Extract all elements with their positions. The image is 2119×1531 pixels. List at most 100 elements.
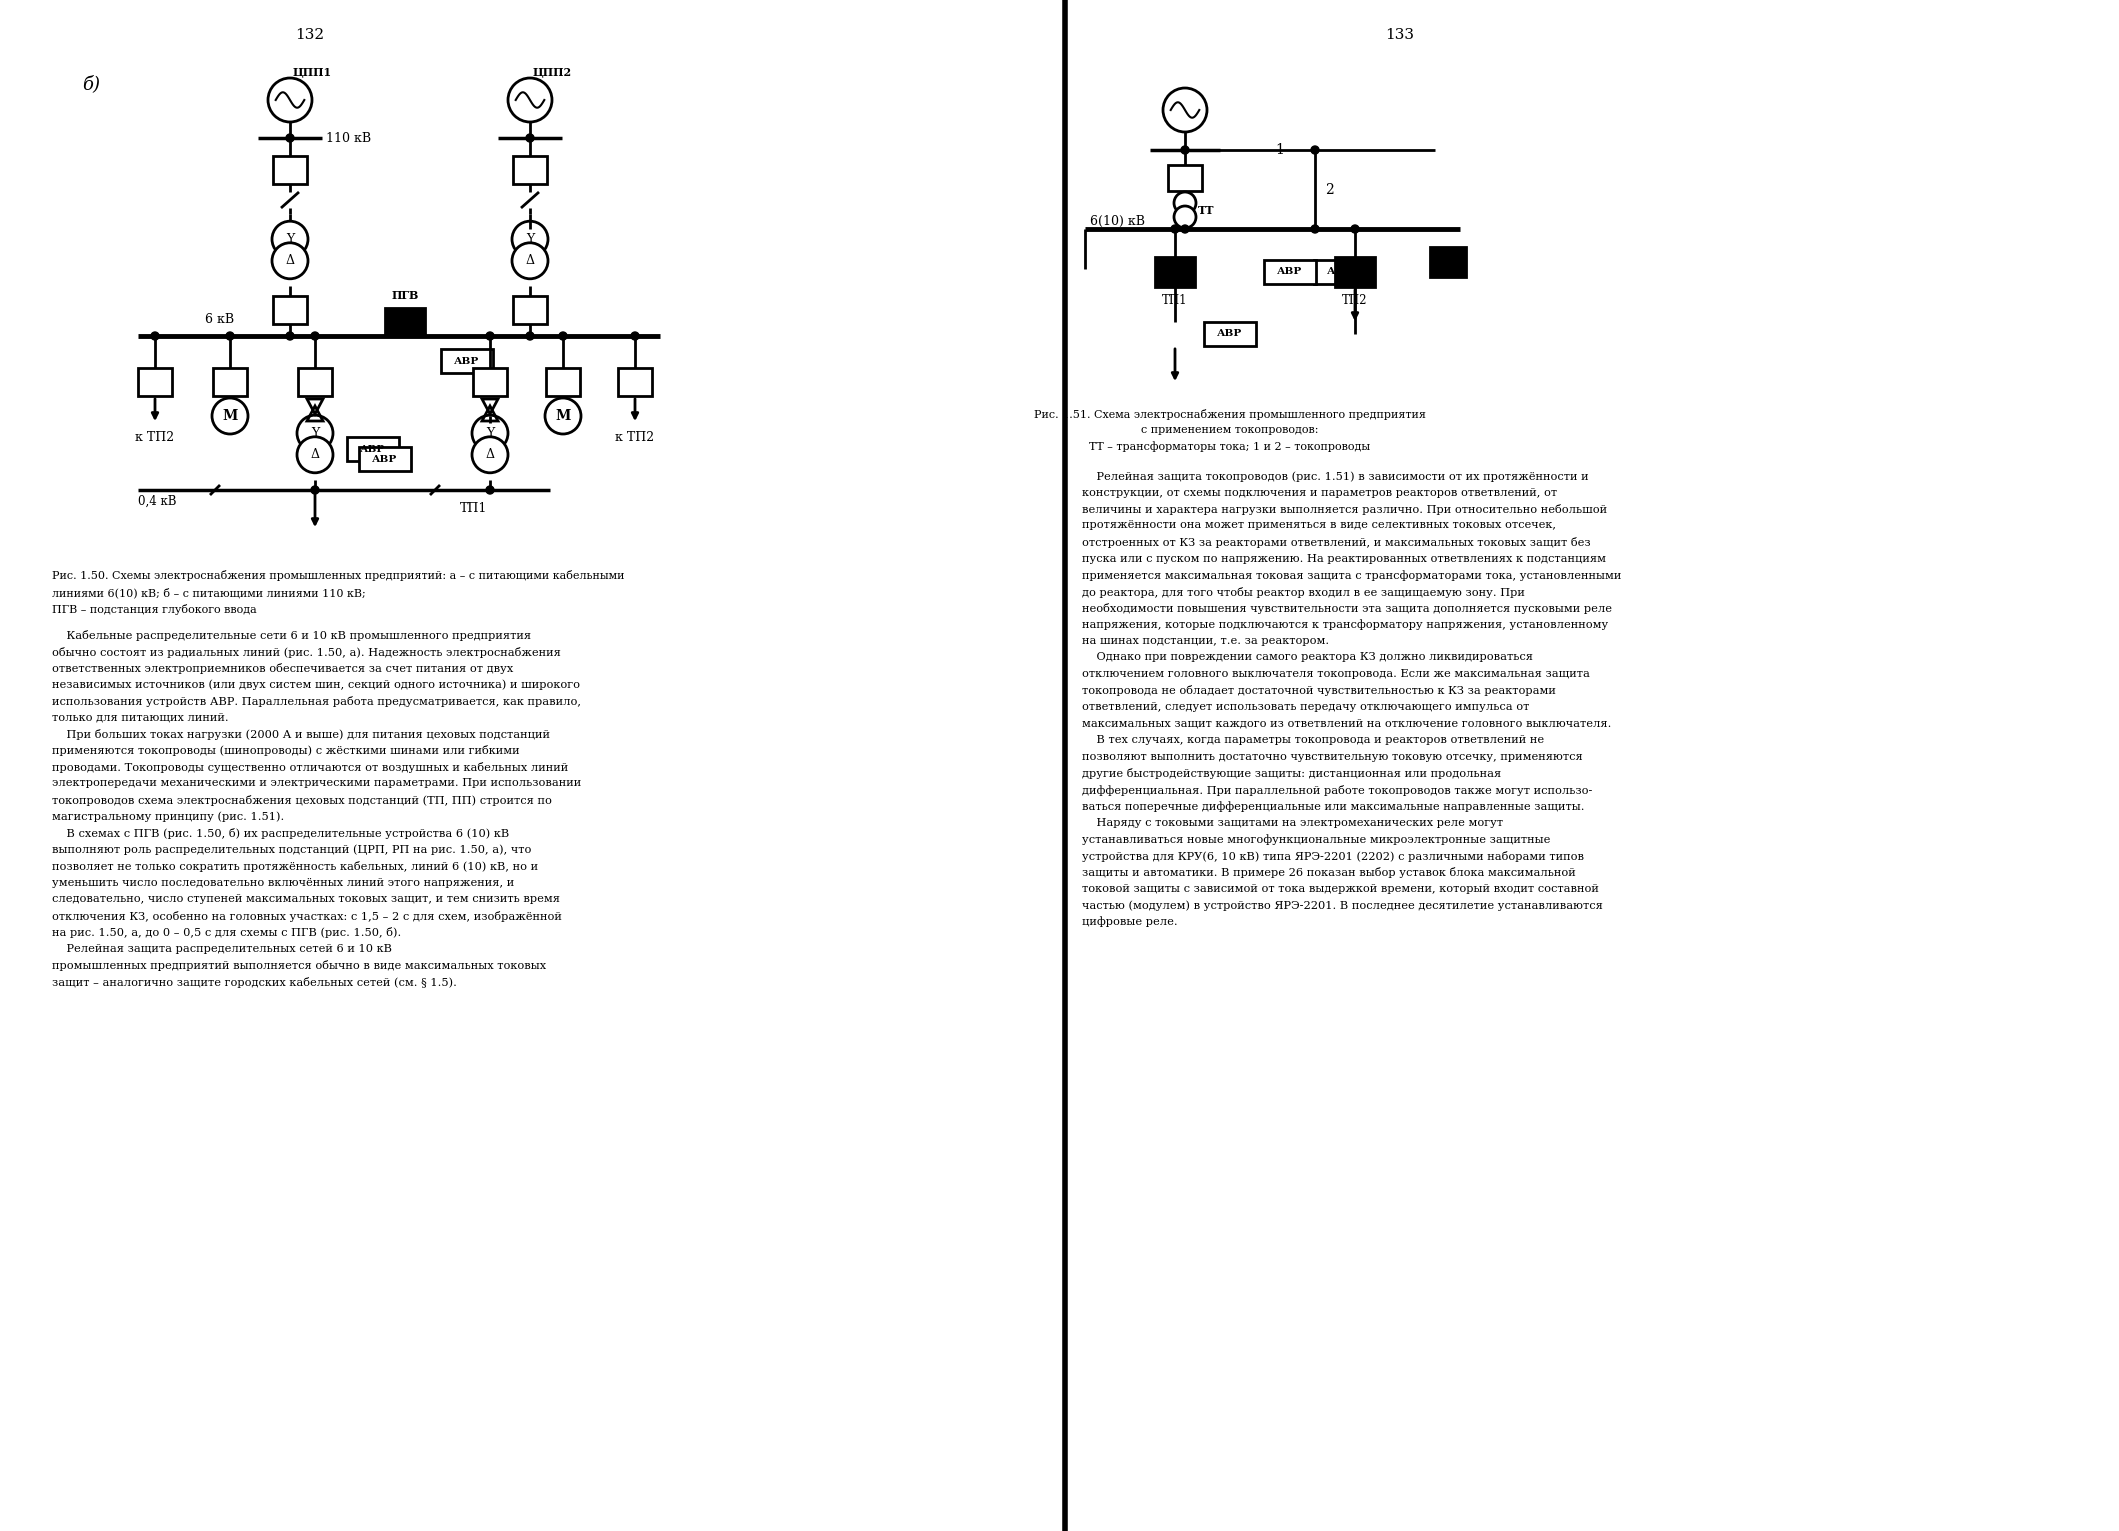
Text: В схемах с ПГВ (рис. 1.50, б) их распределительные устройства 6 (10) кВ: В схемах с ПГВ (рис. 1.50, б) их распред… [53,828,509,839]
Text: максимальных защит каждого из ответвлений на отключение головного выключателя.: максимальных защит каждого из ответвлени… [1083,718,1610,729]
Text: отстроенных от КЗ за реакторами ответвлений, и максимальных токовых защит без: отстроенных от КЗ за реакторами ответвле… [1083,537,1591,548]
Bar [1430,246,1466,277]
Bar [1265,260,1316,283]
Text: линиями 6(10) кВ; б – с питающими линиями 110 кВ;: линиями 6(10) кВ; б – с питающими линиям… [53,586,367,597]
Text: Y: Y [311,427,320,439]
Circle shape [286,332,295,340]
Circle shape [509,78,553,122]
Bar [1314,260,1367,283]
Text: к ТП2: к ТП2 [615,432,655,444]
Text: на рис. 1.50, а, до 0 – 0,5 с для схемы с ПГВ (рис. 1.50, б).: на рис. 1.50, а, до 0 – 0,5 с для схемы … [53,926,400,939]
Text: токопроводов схема электроснабжения цеховых подстанций (ТП, ПП) строится по: токопроводов схема электроснабжения цехо… [53,795,551,805]
Circle shape [526,332,534,340]
Text: уменьшить число последовательно включённых линий этого напряжения, и: уменьшить число последовательно включённ… [53,877,515,888]
Text: АВР: АВР [373,455,398,464]
Circle shape [1352,225,1358,233]
Bar [299,367,333,397]
Text: АВР: АВР [360,444,386,453]
Circle shape [485,485,494,495]
Text: ПГВ – подстанция глубокого ввода: ПГВ – подстанция глубокого ввода [53,605,256,615]
Text: ЦПП2: ЦПП2 [534,67,572,78]
Text: дифференциальная. При параллельной работе токопроводов также могут использо-: дифференциальная. При параллельной работ… [1083,784,1591,796]
Bar [138,367,172,397]
Text: обычно состоят из радиальных линий (рис. 1.50, а). Надежность электроснабжения: обычно состоят из радиальных линий (рис.… [53,646,562,657]
Circle shape [559,332,568,340]
Circle shape [1174,207,1195,228]
Text: устанавливаться новые многофункциональные микроэлектронные защитные: устанавливаться новые многофункциональны… [1083,834,1551,845]
Text: цифровые реле.: цифровые реле. [1083,917,1178,928]
Circle shape [1163,87,1208,132]
Circle shape [227,332,233,340]
Text: ЦПП1: ЦПП1 [292,67,333,78]
Text: ответвлений, следует использовать передачу отключающего импульса от: ответвлений, следует использовать переда… [1083,703,1530,712]
Text: АВР: АВР [453,357,479,366]
Text: пуска или с пуском по напряжению. На реактированных ответвлениях к подстанциям: пуска или с пуском по напряжению. На реа… [1083,554,1606,563]
Text: частью (модулем) в устройство ЯРЭ-2201. В последнее десятилетие устанавливаются: частью (модулем) в устройство ЯРЭ-2201. … [1083,900,1602,911]
Text: защиты и автоматики. В примере 26 показан выбор уставок блока максимальной: защиты и автоматики. В примере 26 показа… [1083,867,1577,877]
Circle shape [297,436,333,473]
Bar [1155,257,1195,286]
Bar [1335,257,1375,286]
Text: В тех случаях, когда параметры токопровода и реакторов ответвлений не: В тех случаях, когда параметры токопрово… [1083,735,1545,746]
Circle shape [150,332,159,340]
Bar [386,308,426,335]
Circle shape [311,485,320,495]
Text: Наряду с токовыми защитами на электромеханических реле могут: Наряду с токовыми защитами на электромех… [1083,818,1502,827]
Text: только для питающих линий.: только для питающих линий. [53,712,229,723]
Text: 132: 132 [295,28,324,41]
Circle shape [1312,225,1318,233]
Text: 133: 133 [1386,28,1415,41]
Text: применяется максимальная токовая защита с трансформаторами тока, установленными: применяется максимальная токовая защита … [1083,570,1621,580]
Bar [1204,322,1257,346]
Text: АВР: АВР [1278,268,1303,277]
Circle shape [526,135,534,142]
Bar [348,436,398,461]
Bar [547,367,581,397]
Text: Релейная защита токопроводов (рис. 1.51) в зависимости от их протяжённости и: Релейная защита токопроводов (рис. 1.51)… [1083,472,1589,482]
Circle shape [1312,145,1318,155]
Text: Δ: Δ [311,449,320,461]
Text: позволяет не только сократить протяжённость кабельных, линий 6 (10) кВ, но и: позволяет не только сократить протяжённо… [53,860,538,873]
Text: Y: Y [286,233,295,245]
Text: ТП2: ТП2 [1341,294,1367,308]
Bar [619,367,653,397]
Text: 1: 1 [1276,142,1284,158]
Bar [214,367,248,397]
Circle shape [271,243,307,279]
Circle shape [631,332,640,340]
Text: конструкции, от схемы подключения и параметров реакторов ответвлений, от: конструкции, от схемы подключения и пара… [1083,487,1557,498]
Bar [1168,165,1201,191]
Text: токовой защиты с зависимой от тока выдержкой времени, который входит составной: токовой защиты с зависимой от тока выдер… [1083,883,1600,894]
Text: 0,4 кВ: 0,4 кВ [138,495,176,508]
Text: выполняют роль распределительных подстанций (ЦРП, РП на рис. 1.50, а), что: выполняют роль распределительных подстан… [53,845,532,854]
Text: протяжённости она может применяться в виде селективных токовых отсечек,: протяжённости она может применяться в ви… [1083,521,1555,531]
Text: независимых источников (или двух систем шин, секций одного источника) и широкого: независимых источников (или двух систем … [53,680,581,690]
Circle shape [311,332,320,340]
Circle shape [1180,225,1189,233]
Text: ТП1: ТП1 [1161,294,1189,308]
Bar [358,447,411,472]
Text: до реактора, для того чтобы реактор входил в ее защищаемую зону. При: до реактора, для того чтобы реактор вход… [1083,586,1526,597]
Circle shape [271,220,307,257]
Circle shape [513,243,549,279]
Text: на шинах подстанции, т.е. за реактором.: на шинах подстанции, т.е. за реактором. [1083,635,1329,646]
Text: Кабельные распределительные сети 6 и 10 кВ промышленного предприятия: Кабельные распределительные сети 6 и 10 … [53,629,532,641]
Text: ваться поперечные дифференциальные или максимальные направленные защиты.: ваться поперечные дифференциальные или м… [1083,801,1585,811]
Circle shape [1180,145,1189,155]
Circle shape [513,220,549,257]
Text: отключения КЗ, особенно на головных участках: с 1,5 – 2 с для схем, изображённой: отключения КЗ, особенно на головных учас… [53,911,562,922]
Text: Y: Y [526,233,534,245]
Text: использования устройств АВР. Параллельная работа предусматривается, как правило,: использования устройств АВР. Параллельна… [53,697,581,707]
Text: другие быстродействующие защиты: дистанционная или продольная: другие быстродействующие защиты: дистанц… [1083,769,1500,779]
Text: ответственных электроприемников обеспечивается за счет питания от двух: ответственных электроприемников обеспечи… [53,663,513,674]
Circle shape [297,415,333,452]
Text: позволяют выполнить достаточно чувствительную токовую отсечку, применяются: позволяют выполнить достаточно чувствите… [1083,752,1583,761]
Text: к ТП2: к ТП2 [136,432,174,444]
Bar [473,367,506,397]
Text: промышленных предприятий выполняется обычно в виде максимальных токовых: промышленных предприятий выполняется обы… [53,960,547,971]
Text: Рис. 1.50. Схемы электроснабжения промышленных предприятий: а – с питающими кабе: Рис. 1.50. Схемы электроснабжения промыш… [53,570,625,580]
Circle shape [473,415,509,452]
Text: При больших токах нагрузки (2000 А и выше) для питания цеховых подстанций: При больших токах нагрузки (2000 А и выш… [53,729,551,739]
Text: M: M [222,409,237,423]
Text: Δ: Δ [286,254,295,268]
